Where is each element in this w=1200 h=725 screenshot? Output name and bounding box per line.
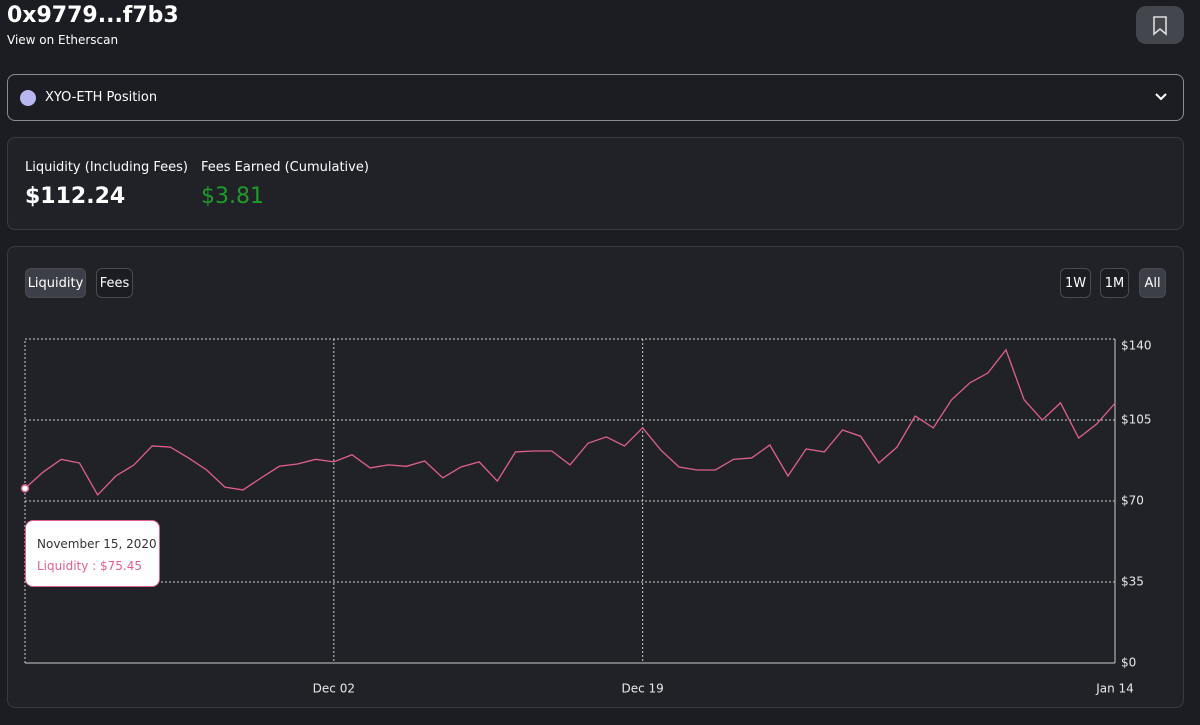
tooltip-date: November 15, 2020: [37, 537, 157, 551]
stat-label: Liquidity (Including Fees): [25, 160, 188, 175]
tab-button[interactable]: Fees: [96, 268, 133, 298]
tab-button[interactable]: Liquidity: [25, 268, 86, 298]
stat-value: $112.24: [25, 184, 126, 209]
active-point: [20, 484, 30, 493]
tooltip: November 15, 2020 Liquidity : $75.45: [25, 520, 160, 587]
bookmark-button[interactable]: [1136, 6, 1184, 44]
y-tick-label: $35: [1121, 575, 1144, 589]
bookmark-icon: [1153, 16, 1167, 36]
y-tick-label: $0: [1121, 656, 1136, 670]
y-tick-label: $105: [1121, 413, 1152, 427]
x-tick-label: Dec 02: [313, 682, 355, 696]
token-icon: [20, 90, 36, 106]
range-button[interactable]: All: [1139, 268, 1166, 298]
etherscan-link[interactable]: View on Etherscan: [7, 33, 119, 47]
range-button[interactable]: 1M: [1100, 268, 1129, 298]
x-tick-label: Dec 19: [622, 682, 664, 696]
chart-panel: [7, 246, 1184, 708]
stat-label: Fees Earned (Cumulative): [201, 160, 369, 175]
position-label: XYO-ETH Position: [45, 90, 158, 105]
address-title: 0x9779...f7b3: [7, 3, 179, 28]
y-tick-label: $140: [1121, 339, 1152, 353]
stat-value: $3.81: [201, 184, 264, 209]
x-tick-label: Jan 14: [1095, 682, 1134, 696]
line: [24, 348, 1116, 497]
tooltip-value: Liquidity : $75.45: [37, 559, 142, 573]
stats-panel: Liquidity (Including Fees) $112.24 Fees …: [7, 137, 1184, 230]
y-tick-label: $70: [1121, 494, 1144, 508]
chevron: [1155, 93, 1167, 101]
position-select[interactable]: XYO-ETH Position: [7, 74, 1184, 121]
range-button[interactable]: 1W: [1060, 268, 1091, 298]
